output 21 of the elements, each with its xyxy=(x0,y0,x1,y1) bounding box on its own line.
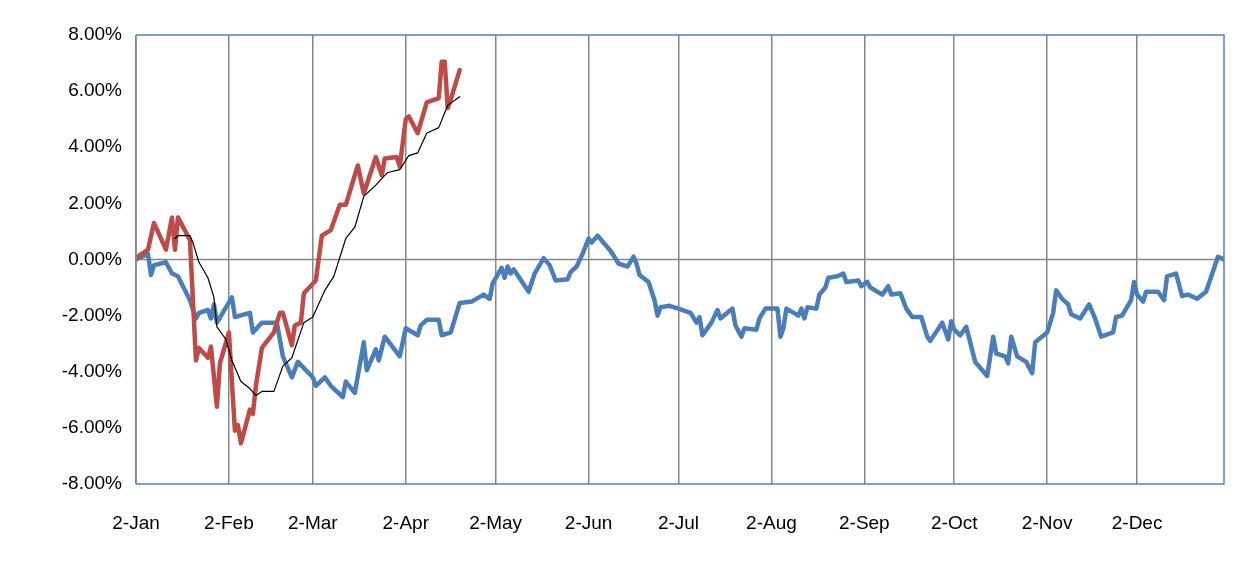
x-tick-label: 2-Aug xyxy=(746,511,797,533)
x-tick-label: 2-Nov xyxy=(1021,511,1073,533)
y-tick-label: -6.00% xyxy=(61,416,123,438)
x-tick-label: 2-Feb xyxy=(204,511,254,533)
x-tick-label: 2-Mar xyxy=(288,511,339,533)
x-tick-label: 2-Oct xyxy=(931,511,979,533)
y-tick-label: 4.00% xyxy=(68,135,123,157)
x-tick-label: 2-Apr xyxy=(382,511,430,533)
x-tick-label: 2-Sep xyxy=(838,511,890,533)
y-tick-label: 8.00% xyxy=(68,23,123,45)
y-tick-label: 0.00% xyxy=(68,247,123,269)
y-tick-label: 2.00% xyxy=(68,191,123,213)
y-tick-label: 6.00% xyxy=(68,79,123,101)
y-tick-label: -4.00% xyxy=(61,359,123,381)
x-tick-label: 2-May xyxy=(469,511,523,533)
x-tick-label: 2-Jun xyxy=(564,511,613,533)
x-tick-label: 2-Jul xyxy=(657,511,700,533)
x-tick-label: 2-Dec xyxy=(1111,511,1163,533)
y-tick-label: -8.00% xyxy=(61,472,123,494)
y-tick-label: -2.00% xyxy=(61,303,123,325)
x-tick-label: 2-Jan xyxy=(112,511,160,533)
